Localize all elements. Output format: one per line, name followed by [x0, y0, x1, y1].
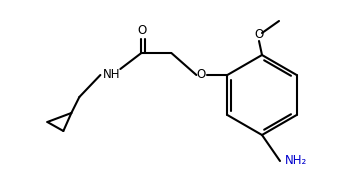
Text: O: O	[138, 24, 147, 37]
Text: NH₂: NH₂	[285, 155, 307, 168]
Text: NH: NH	[102, 68, 120, 82]
Text: O: O	[197, 68, 206, 82]
Text: O: O	[254, 27, 264, 40]
